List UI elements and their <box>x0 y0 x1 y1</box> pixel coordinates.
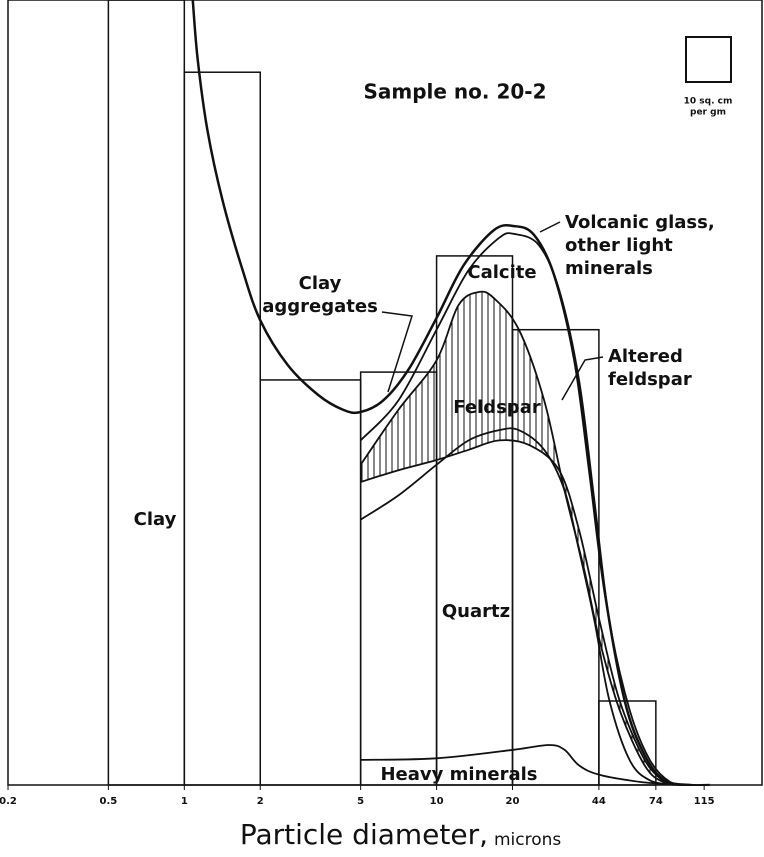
annotation: Heavy minerals <box>380 764 537 785</box>
frame <box>7 0 763 786</box>
x-tick-label: 2 <box>257 796 264 807</box>
leader-line <box>539 221 561 233</box>
x-tick-label: 20 <box>506 796 520 807</box>
chart-title: Sample no. 20-2 <box>363 80 546 104</box>
x-tick-label: 10 <box>430 796 444 807</box>
annotation: Feldspar <box>453 397 541 418</box>
curve <box>360 427 675 786</box>
bar <box>107 0 186 786</box>
annotation: Clay <box>299 273 342 294</box>
x-tick-label: 44 <box>592 796 606 807</box>
bar <box>259 379 362 786</box>
leader-line <box>381 311 413 393</box>
annotation: feldspar <box>608 369 692 390</box>
annotation: Clay <box>134 509 177 530</box>
annotation: Quartz <box>442 601 510 622</box>
x-axis-unit: microns <box>494 830 561 850</box>
leaders <box>381 221 604 401</box>
hatch-area <box>360 291 690 785</box>
scale-box <box>685 36 732 83</box>
annotation: Calcite <box>467 262 536 283</box>
x-axis-label: Particle diameter, <box>240 818 488 851</box>
annotation: aggregates <box>262 296 378 317</box>
curve <box>360 744 680 786</box>
annotation: Altered <box>608 346 683 367</box>
curve <box>191 0 710 786</box>
x-tick-label: 5 <box>357 796 364 807</box>
annotation: other light <box>565 235 673 256</box>
annotation: Volcanic glass, <box>565 212 715 233</box>
x-tick-label: 0.2 <box>0 796 17 807</box>
x-tick-label: 0.5 <box>100 796 118 807</box>
plot-area <box>107 0 710 786</box>
curve <box>359 290 691 786</box>
curve <box>360 439 666 784</box>
scale-label: per gm <box>690 108 726 118</box>
leader-line <box>561 356 604 401</box>
scale-label: 10 sq. cm <box>684 97 733 107</box>
x-tick-label: 1 <box>181 796 188 807</box>
curve <box>359 232 691 786</box>
x-tick-label: 115 <box>694 796 715 807</box>
annotation: minerals <box>565 258 653 279</box>
x-tick-label: 74 <box>649 796 663 807</box>
bar <box>183 71 262 786</box>
